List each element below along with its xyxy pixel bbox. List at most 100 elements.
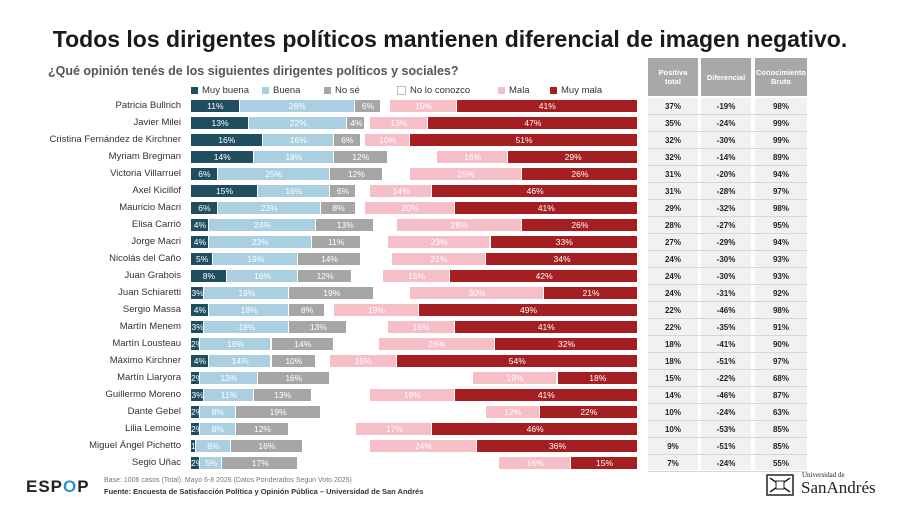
table-cell-diferencial: -51% — [716, 357, 736, 366]
bar-segment-buena — [239, 100, 355, 112]
bar-segment-buena — [262, 134, 334, 146]
bar-segment-mala — [499, 457, 571, 469]
bar-data-label: 13% — [309, 322, 327, 332]
bar-segment-muy_mala — [454, 202, 638, 214]
bar-segment-mala — [334, 304, 419, 316]
bar-segment-mala — [378, 338, 495, 350]
bar-segment-no_lo_conozco — [360, 236, 388, 248]
bar-segment-no_lo_conozco — [347, 321, 388, 333]
bar-data-label: 42% — [535, 271, 553, 281]
bar-data-label: 14% — [231, 356, 249, 366]
bar-data-label: 36% — [549, 441, 567, 451]
bar-segment-no_lo_conozco — [351, 270, 384, 282]
espop-logo: ESPOP — [26, 477, 90, 496]
bar-segment-no_lo_conozco — [316, 355, 330, 367]
bar-segment-muy_mala — [427, 117, 638, 129]
bar-data-label: 4% — [193, 305, 207, 315]
legend-label: Muy mala — [561, 84, 603, 96]
bar-segment-buena — [208, 219, 317, 231]
legend-label: Muy buena — [202, 84, 250, 96]
bar-segment-muy_mala — [454, 321, 638, 333]
bar-segment-no_se — [258, 372, 330, 384]
bar-data-label: 10% — [379, 135, 397, 145]
bar-segment-buena — [199, 406, 236, 418]
bar-segment-muy_mala — [432, 185, 638, 197]
bar-segment-no_se — [354, 100, 382, 112]
bar-data-label: 26% — [571, 220, 589, 230]
row-label: Lilia Lemoine — [125, 423, 181, 434]
table-cell-conocimiento: 97% — [772, 187, 789, 196]
table-cell-conocimiento: 93% — [772, 272, 789, 281]
bar-data-label: 11% — [207, 101, 224, 111]
table-cell-conocimiento: 87% — [772, 391, 789, 400]
bar-data-label: 10% — [285, 356, 303, 366]
bar-segment-muy_mala — [521, 219, 638, 231]
bar-segment-mala — [365, 134, 410, 146]
table-cell-conocimiento: 68% — [772, 374, 789, 383]
bar-data-label: 11% — [220, 390, 238, 400]
table-cell-conocimiento: 95% — [772, 221, 789, 230]
page-title: Todos los dirigentes políticos mantienen… — [52, 26, 848, 52]
table-cell-conocimiento: 94% — [772, 170, 789, 179]
bar-data-label: 41% — [537, 203, 555, 213]
bar-data-label: 3% — [191, 390, 204, 400]
bar-segment-no_lo_conozco — [311, 389, 370, 401]
bar-segment-no_se — [222, 457, 299, 469]
bar-segment-muy_buena — [191, 321, 205, 333]
row-label: Mauricio Macri — [119, 202, 181, 213]
bar-data-label: 6% — [198, 169, 211, 179]
row-label: Juan Grabois — [124, 270, 181, 281]
table-cell-conocimiento: 85% — [772, 425, 789, 434]
bar-data-label: 3% — [191, 322, 204, 332]
bar-data-label: 12% — [253, 424, 271, 434]
bar-data-label: 16% — [227, 339, 245, 349]
bar-segment-no_se — [329, 168, 384, 180]
bar-segment-muy_buena — [191, 406, 200, 418]
bar-data-label: 19% — [247, 254, 265, 264]
table-cell-positiva: 18% — [664, 357, 681, 366]
table-cell-diferencial: -30% — [716, 272, 736, 281]
bar-segment-mala — [410, 168, 522, 180]
bar-segment-no_se — [320, 202, 357, 214]
bar-segment-buena — [226, 270, 299, 282]
bar-segment-mala — [329, 355, 397, 367]
bar-data-label: 23% — [430, 237, 448, 247]
bar-segment-no_se — [311, 236, 361, 248]
bar-segment-muy_buena — [191, 270, 227, 282]
bar-segment-muy_mala — [454, 389, 638, 401]
bar-data-label: 16% — [285, 186, 303, 196]
bar-segment-muy_mala — [410, 134, 638, 146]
bar-segment-muy_mala — [490, 236, 638, 248]
bar-segment-no_se — [271, 338, 335, 350]
table-cell-conocimiento: 98% — [772, 306, 789, 315]
bar-data-label: 6% — [336, 186, 350, 196]
bar-segment-no_lo_conozco — [360, 253, 393, 265]
table-cell-diferencial: -24% — [716, 459, 736, 468]
table-cell-diferencial: -22% — [716, 374, 736, 383]
bar-data-label: 6% — [361, 101, 375, 111]
table-cell-diferencial: -41% — [716, 340, 736, 349]
bar-segment-buena — [204, 389, 254, 401]
legend-label: Mala — [509, 84, 530, 96]
table-cell-positiva: 22% — [664, 323, 681, 332]
bar-data-label: 4% — [193, 220, 207, 230]
bar-segment-no_lo_conozco — [320, 406, 486, 418]
bar-segment-buena — [253, 151, 335, 163]
bar-data-label: 8% — [207, 441, 220, 451]
bar-segment-muy_buena — [191, 219, 209, 231]
bar-data-label: 12% — [352, 152, 370, 162]
bar-data-label: 47% — [524, 118, 542, 128]
bar-segment-no_se — [298, 253, 361, 265]
table-row-separator — [648, 199, 807, 200]
table-row-separator — [648, 216, 807, 217]
legend-item-buena: Buena — [262, 84, 300, 96]
table-row-separator — [648, 301, 807, 302]
bar-data-label: 15% — [215, 186, 233, 196]
bar-segment-no_se — [235, 423, 290, 435]
bar-segment-no_se — [231, 440, 303, 452]
table-cell-positiva: 24% — [664, 272, 681, 281]
bar-segment-mala — [369, 440, 478, 452]
bar-data-label: 16% — [289, 135, 307, 145]
bar-segment-no_lo_conozco — [365, 117, 370, 129]
bar-segment-muy_buena — [191, 372, 200, 384]
